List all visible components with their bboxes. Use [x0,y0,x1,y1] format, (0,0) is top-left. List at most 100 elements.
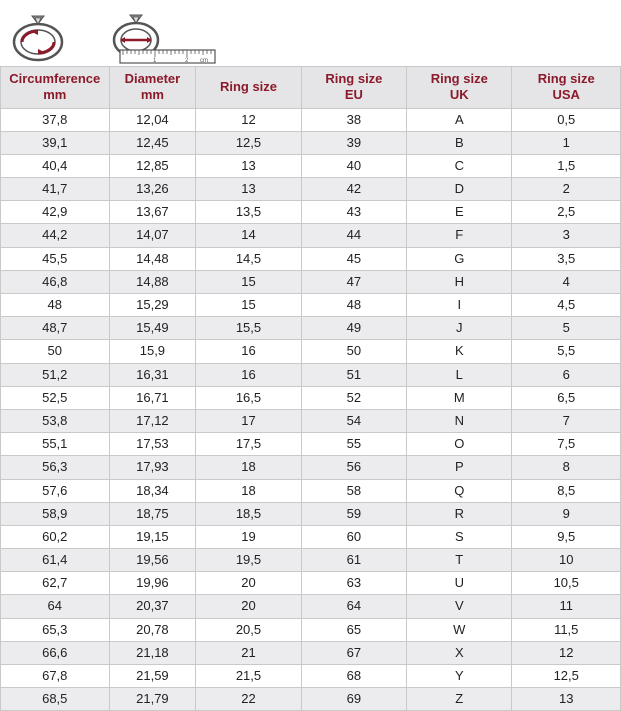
table-cell: 19,15 [109,525,196,548]
table-cell: H [407,270,512,293]
table-cell: 39,1 [1,131,110,154]
table-cell: 18,34 [109,479,196,502]
table-cell: 21,18 [109,641,196,664]
table-cell: 19,56 [109,549,196,572]
table-cell: 44,2 [1,224,110,247]
table-cell: 22 [196,688,301,711]
table-cell: S [407,525,512,548]
table-row: 44,214,071444F3 [1,224,621,247]
table-cell: 45 [301,247,406,270]
table-cell: 67 [301,641,406,664]
table-cell: 42,9 [1,201,110,224]
table-cell: 4 [512,270,621,293]
table-cell: 4,5 [512,294,621,317]
table-cell: 47 [301,270,406,293]
col-header-line2: mm [112,87,194,103]
table-cell: 12 [196,108,301,131]
table-row: 58,918,7518,559R9 [1,502,621,525]
col-header-line1: Circumference [3,71,107,87]
table-row: 42,913,6713,543E2,5 [1,201,621,224]
col-header-line1: Diameter [112,71,194,87]
table-cell: 13 [196,154,301,177]
table-cell: 66,6 [1,641,110,664]
table-cell: 58 [301,479,406,502]
table-cell: 21,59 [109,665,196,688]
table-row: 46,814,881547H4 [1,270,621,293]
table-cell: 21 [196,641,301,664]
col-header-2: Ring size [196,67,301,109]
table-cell: 48 [301,294,406,317]
table-cell: 62,7 [1,572,110,595]
table-cell: 13,67 [109,201,196,224]
table-cell: 19,96 [109,572,196,595]
table-cell: 3 [512,224,621,247]
table-cell: 43 [301,201,406,224]
table-cell: 44 [301,224,406,247]
table-cell: 15,29 [109,294,196,317]
table-cell: 19,5 [196,549,301,572]
table-cell: 13 [196,178,301,201]
table-row: 39,112,4512,539B1 [1,131,621,154]
table-cell: 21,79 [109,688,196,711]
table-row: 66,621,182167X12 [1,641,621,664]
table-cell: 20,5 [196,618,301,641]
table-cell: 20,37 [109,595,196,618]
table-cell: 3,5 [512,247,621,270]
table-cell: 17,5 [196,433,301,456]
table-cell: 65,3 [1,618,110,641]
table-cell: 40 [301,154,406,177]
table-cell: 11,5 [512,618,621,641]
col-header-line2: EU [304,87,404,103]
table-cell: 0,5 [512,108,621,131]
table-cell: B [407,131,512,154]
table-cell: 5 [512,317,621,340]
table-cell: 18,75 [109,502,196,525]
table-cell: 1 [512,131,621,154]
table-row: 65,320,7820,565W11,5 [1,618,621,641]
table-cell: 18 [196,456,301,479]
table-row: 5015,91650K5,5 [1,340,621,363]
col-header-3: Ring sizeEU [301,67,406,109]
table-row: 37,812,041238A0,5 [1,108,621,131]
table-cell: 12 [512,641,621,664]
table-cell: 19 [196,525,301,548]
table-cell: F [407,224,512,247]
table-row: 57,618,341858Q8,5 [1,479,621,502]
table-cell: C [407,154,512,177]
table-row: 55,117,5317,555O7,5 [1,433,621,456]
table-cell: W [407,618,512,641]
table-cell: 15 [196,270,301,293]
table-cell: 12,04 [109,108,196,131]
table-cell: U [407,572,512,595]
table-cell: 53,8 [1,409,110,432]
table-row: 45,514,4814,545G3,5 [1,247,621,270]
table-cell: 65 [301,618,406,641]
table-cell: 48,7 [1,317,110,340]
table-cell: 15 [196,294,301,317]
table-cell: 15,9 [109,340,196,363]
table-cell: 67,8 [1,665,110,688]
table-cell: 12,45 [109,131,196,154]
table-cell: 54 [301,409,406,432]
table-cell: 38 [301,108,406,131]
table-cell: 56 [301,456,406,479]
table-cell: 68,5 [1,688,110,711]
table-cell: K [407,340,512,363]
table-cell: 17,93 [109,456,196,479]
table-row: 4815,291548I4,5 [1,294,621,317]
table-cell: 9,5 [512,525,621,548]
table-cell: J [407,317,512,340]
table-cell: 13,26 [109,178,196,201]
table-cell: 49 [301,317,406,340]
table-row: 41,713,261342D2 [1,178,621,201]
table-cell: 5,5 [512,340,621,363]
icon-row: 1 2 cm [0,0,621,66]
table-cell: 42 [301,178,406,201]
table-cell: 52,5 [1,386,110,409]
table-cell: 60 [301,525,406,548]
table-body: 37,812,041238A0,539,112,4512,539B140,412… [1,108,621,711]
ruler-unit: cm [200,58,208,64]
table-cell: 56,3 [1,456,110,479]
table-cell: 14,48 [109,247,196,270]
table-cell: 16 [196,363,301,386]
